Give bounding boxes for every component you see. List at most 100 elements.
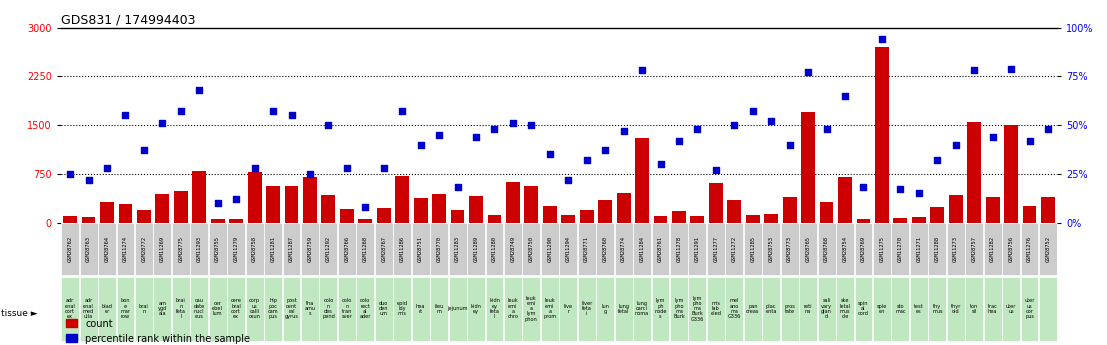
Point [265,109,282,114]
Text: mel
ano
ma
G336: mel ano ma G336 [727,298,741,319]
Point [707,167,725,172]
Bar [968,122,981,223]
Text: GSM28768: GSM28768 [824,236,829,262]
Bar [633,223,651,275]
Point [818,126,836,132]
Text: GSM28761: GSM28761 [658,236,663,262]
Bar [912,217,925,223]
Bar [1039,277,1057,341]
Text: GSM28754: GSM28754 [842,236,848,262]
Point [799,70,817,75]
Text: brai
n
feta
l: brai n feta l [176,298,186,319]
Text: GSM28759: GSM28759 [308,236,312,262]
Bar [229,219,244,223]
Bar [209,277,227,341]
Text: plac
enta: plac enta [766,304,777,314]
Text: ton
sil: ton sil [970,304,979,314]
Point [209,200,227,206]
Bar [836,223,853,275]
Bar [744,277,762,341]
Text: GSM28755: GSM28755 [215,236,220,262]
Bar [432,194,446,223]
Bar [893,218,908,223]
Bar [763,223,780,275]
Bar [523,277,540,341]
Text: GSM11288: GSM11288 [934,236,940,262]
Bar [99,223,116,275]
Text: GSM11280: GSM11280 [492,236,497,262]
Text: duo
den
um: duo den um [379,301,389,316]
Bar [855,277,872,341]
Bar [172,223,189,275]
Point [1002,66,1020,71]
Bar [707,277,725,341]
Bar [1039,223,1057,275]
Bar [819,202,834,223]
Bar [301,277,319,341]
Bar [597,223,614,275]
Text: live
r: live r [563,304,572,314]
Text: uter
us
cor
pus: uter us cor pus [1024,298,1035,319]
Text: colo
rect
al
ader: colo rect al ader [360,298,371,319]
Text: spin
al
cord: spin al cord [858,301,869,316]
Point [597,148,614,153]
Text: GSM11268: GSM11268 [363,236,368,262]
Bar [541,277,559,341]
Point [172,109,189,114]
Point [763,118,780,124]
Bar [154,277,172,341]
Bar [780,277,798,341]
Text: GSM11285: GSM11285 [751,236,755,262]
Bar [783,197,797,223]
Bar [190,277,208,341]
Text: GDS831 / 174994403: GDS831 / 174994403 [61,14,195,27]
Bar [949,195,963,223]
Bar [467,223,485,275]
Point [246,165,263,171]
Bar [375,223,393,275]
Bar [486,223,504,275]
Text: GSM28749: GSM28749 [510,236,516,262]
Bar [614,277,632,341]
Bar [320,223,338,275]
Bar [448,223,466,275]
Point [99,165,116,171]
Point [356,204,374,210]
Bar [801,112,815,223]
Bar [744,223,762,275]
Bar [116,277,134,341]
Bar [1021,223,1038,275]
Text: GSM28765: GSM28765 [806,236,810,262]
Bar [670,277,687,341]
Text: thyr
oid: thyr oid [951,304,961,314]
Text: GSM28756: GSM28756 [1008,236,1014,262]
Bar [578,223,596,275]
Text: GSM28763: GSM28763 [86,236,91,262]
Bar [946,223,964,275]
Text: GSM11290: GSM11290 [547,236,552,262]
Bar [836,277,853,341]
Bar [561,215,576,223]
Text: GSM11276: GSM11276 [1027,236,1032,262]
Text: trac
hea: trac hea [987,304,997,314]
Bar [61,277,79,341]
Text: GSM28757: GSM28757 [972,236,976,262]
Text: mis
lab
eled: mis lab eled [711,301,722,316]
Bar [154,223,172,275]
Point [375,165,393,171]
Text: GSM28772: GSM28772 [142,236,146,262]
Bar [875,47,889,223]
Bar [246,223,263,275]
Bar [672,211,686,223]
Point [873,37,891,42]
Text: ileu
m: ileu m [434,304,444,314]
Text: bon
e
mar
row: bon e mar row [121,298,131,319]
Text: cere
bral
cort
ex: cere bral cort ex [230,298,241,319]
Text: GSM28774: GSM28774 [621,236,627,262]
Text: jejunum: jejunum [447,306,468,311]
Point [116,112,134,118]
Text: colo
n
des
pend: colo n des pend [322,298,334,319]
Text: GSM11270: GSM11270 [898,236,903,262]
Text: GSM28751: GSM28751 [418,236,423,262]
Text: adr
enal
med
ulla: adr enal med ulla [83,298,94,319]
